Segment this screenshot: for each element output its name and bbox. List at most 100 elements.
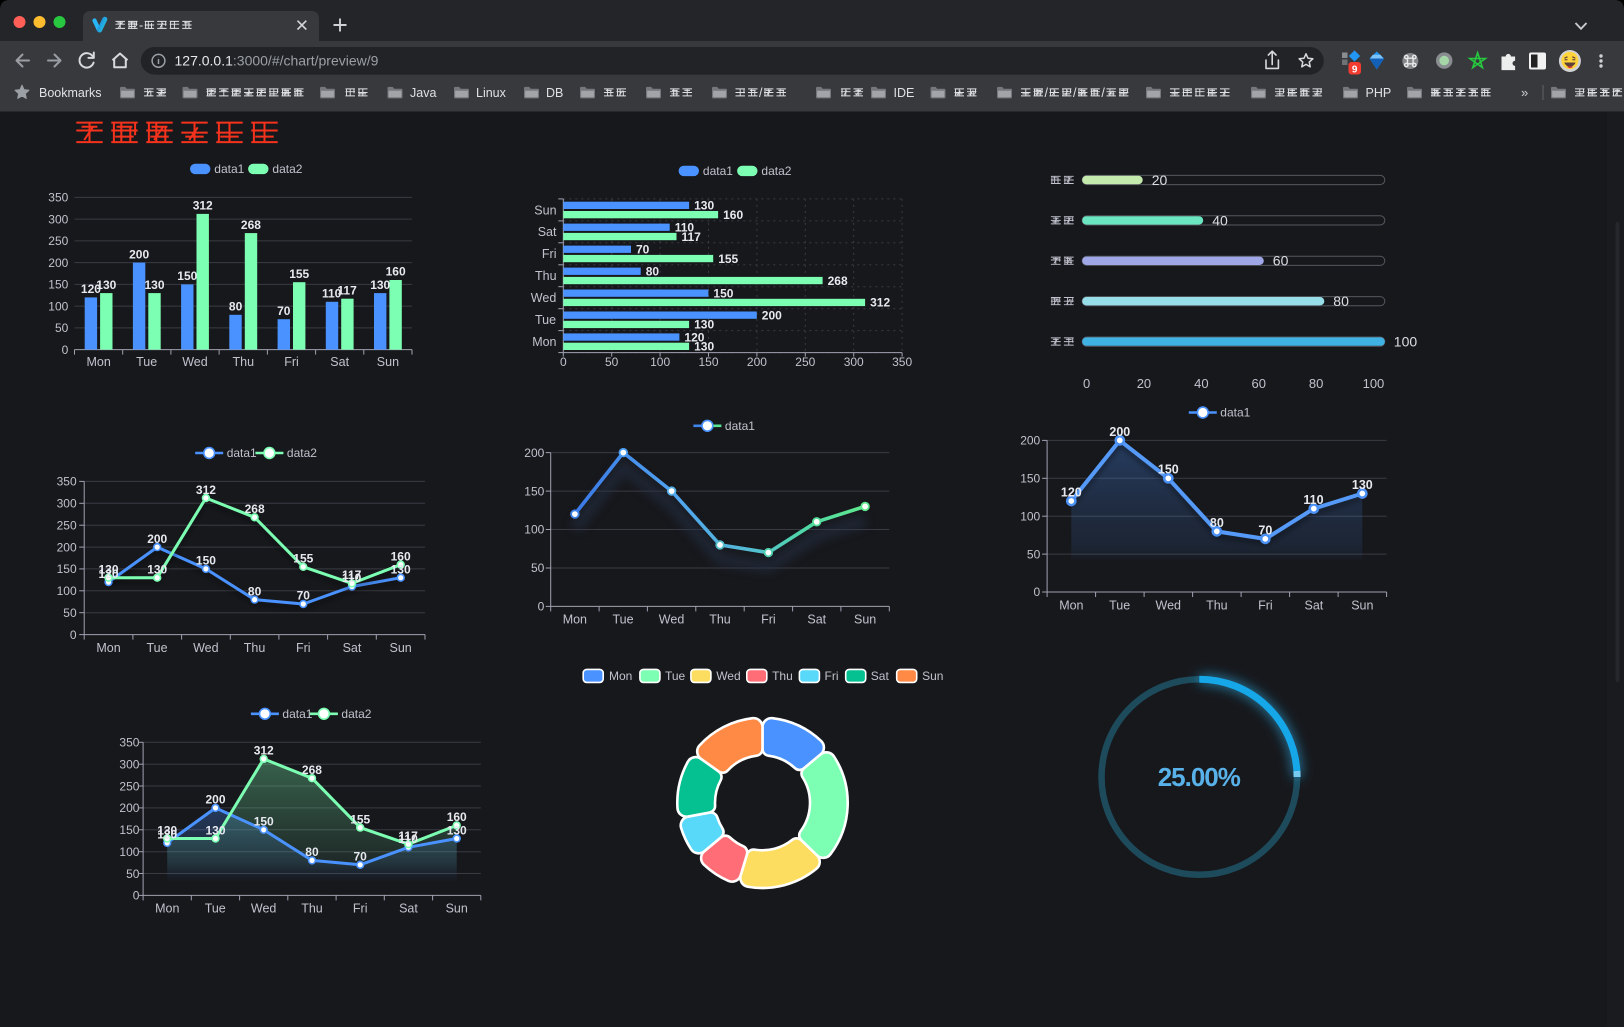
svg-text:127.0.0.1: 127.0.0.1 [175, 53, 234, 69]
svg-text:Wed: Wed [531, 291, 557, 305]
svg-text:data1: data1 [214, 162, 244, 176]
svg-text:data1: data1 [703, 164, 733, 178]
svg-text:80: 80 [1333, 293, 1349, 309]
svg-text:Fri: Fri [296, 641, 311, 655]
svg-text:80: 80 [248, 584, 262, 598]
svg-text:150: 150 [177, 269, 197, 283]
svg-text:Tue: Tue [665, 669, 686, 683]
svg-text:Sun: Sun [377, 355, 399, 369]
svg-text:Wed: Wed [1156, 599, 1182, 613]
svg-text:155: 155 [718, 252, 738, 266]
svg-text:Mon: Mon [532, 335, 556, 349]
svg-text:70: 70 [636, 243, 650, 257]
svg-text:Thu: Thu [1206, 599, 1228, 613]
svg-text:40: 40 [1212, 212, 1228, 228]
svg-text:200: 200 [129, 247, 149, 261]
svg-text:150: 150 [119, 823, 139, 837]
svg-text:Thu: Thu [301, 902, 323, 916]
svg-text:312: 312 [254, 744, 274, 758]
svg-text:120: 120 [81, 282, 101, 296]
svg-text:Thu: Thu [244, 641, 266, 655]
svg-text:/: / [1073, 86, 1077, 100]
svg-text:Fri: Fri [542, 247, 557, 261]
svg-text:0: 0 [133, 889, 140, 903]
svg-text:»: » [1521, 85, 1528, 100]
svg-text:250: 250 [57, 518, 77, 532]
svg-text:data2: data2 [287, 446, 317, 460]
svg-text:100: 100 [1363, 376, 1385, 391]
svg-text:200: 200 [119, 801, 139, 815]
svg-text:20: 20 [1152, 172, 1168, 188]
svg-text:0: 0 [538, 600, 545, 614]
svg-text:110: 110 [675, 221, 695, 235]
svg-text:50: 50 [126, 867, 140, 881]
svg-text:200: 200 [762, 308, 782, 322]
svg-text:117: 117 [682, 230, 702, 244]
svg-text:Bookmarks: Bookmarks [39, 86, 102, 100]
svg-text:350: 350 [57, 475, 77, 489]
svg-text::3000/#/chart/preview/9: :3000/#/chart/preview/9 [233, 53, 379, 69]
svg-text:150: 150 [196, 554, 216, 568]
svg-text:300: 300 [57, 497, 77, 511]
svg-text:Sun: Sun [922, 669, 943, 683]
svg-text:Tue: Tue [613, 613, 634, 627]
svg-text:160: 160 [723, 208, 743, 222]
svg-text:117: 117 [398, 829, 418, 843]
svg-text:350: 350 [892, 355, 912, 369]
svg-text:200: 200 [1020, 434, 1040, 448]
svg-text:data2: data2 [272, 162, 302, 176]
svg-text:50: 50 [531, 561, 545, 575]
svg-text:300: 300 [48, 212, 68, 226]
svg-text:Wed: Wed [251, 902, 277, 916]
svg-text:Sat: Sat [538, 225, 557, 239]
svg-text:Thu: Thu [709, 613, 731, 627]
svg-text:Sun: Sun [534, 203, 556, 217]
svg-text:268: 268 [245, 502, 265, 516]
svg-text:117: 117 [337, 283, 357, 297]
svg-text:Sun: Sun [446, 902, 468, 916]
svg-text:100: 100 [48, 299, 68, 313]
svg-text:0: 0 [560, 355, 567, 369]
svg-text:130: 130 [447, 823, 467, 837]
svg-text:Java: Java [410, 86, 436, 100]
svg-text:40: 40 [1194, 376, 1208, 391]
svg-text:155: 155 [289, 267, 309, 281]
svg-text:130: 130 [99, 562, 119, 576]
svg-text:Sat: Sat [399, 902, 418, 916]
svg-text:60: 60 [1273, 253, 1289, 269]
svg-text:100: 100 [57, 584, 77, 598]
svg-text:Mon: Mon [609, 669, 632, 683]
svg-text:Fri: Fri [1258, 599, 1273, 613]
svg-text:data1: data1 [227, 446, 257, 460]
svg-text:Sat: Sat [1305, 599, 1324, 613]
svg-text:20: 20 [1137, 376, 1151, 391]
svg-text:110: 110 [342, 571, 362, 585]
svg-text:268: 268 [828, 274, 848, 288]
svg-text:150: 150 [713, 286, 733, 300]
svg-text:80: 80 [1210, 516, 1224, 530]
svg-text:100: 100 [1394, 334, 1418, 350]
svg-text:130: 130 [145, 278, 165, 292]
svg-text:117: 117 [342, 568, 362, 582]
svg-text:50: 50 [63, 606, 77, 620]
svg-text:150: 150 [1158, 463, 1179, 477]
svg-text:Fri: Fri [825, 669, 839, 683]
svg-text:80: 80 [1309, 376, 1323, 391]
svg-text:130: 130 [391, 562, 411, 576]
svg-text:110: 110 [1303, 493, 1323, 507]
svg-text:70: 70 [297, 589, 311, 603]
svg-text:130: 130 [694, 318, 714, 332]
svg-text:Tue: Tue [1109, 599, 1130, 613]
svg-text:data2: data2 [761, 164, 791, 178]
svg-text:Sat: Sat [807, 613, 826, 627]
svg-text:Thu: Thu [772, 669, 793, 683]
svg-text:/: / [1101, 86, 1105, 100]
svg-text:Thu: Thu [233, 355, 255, 369]
svg-text:70: 70 [354, 850, 368, 864]
svg-text:268: 268 [302, 763, 322, 777]
svg-text:60: 60 [1252, 376, 1266, 391]
svg-text:150: 150 [57, 562, 77, 576]
svg-text:DB: DB [546, 86, 563, 100]
svg-text:80: 80 [646, 265, 660, 279]
svg-text:Wed: Wed [659, 613, 685, 627]
